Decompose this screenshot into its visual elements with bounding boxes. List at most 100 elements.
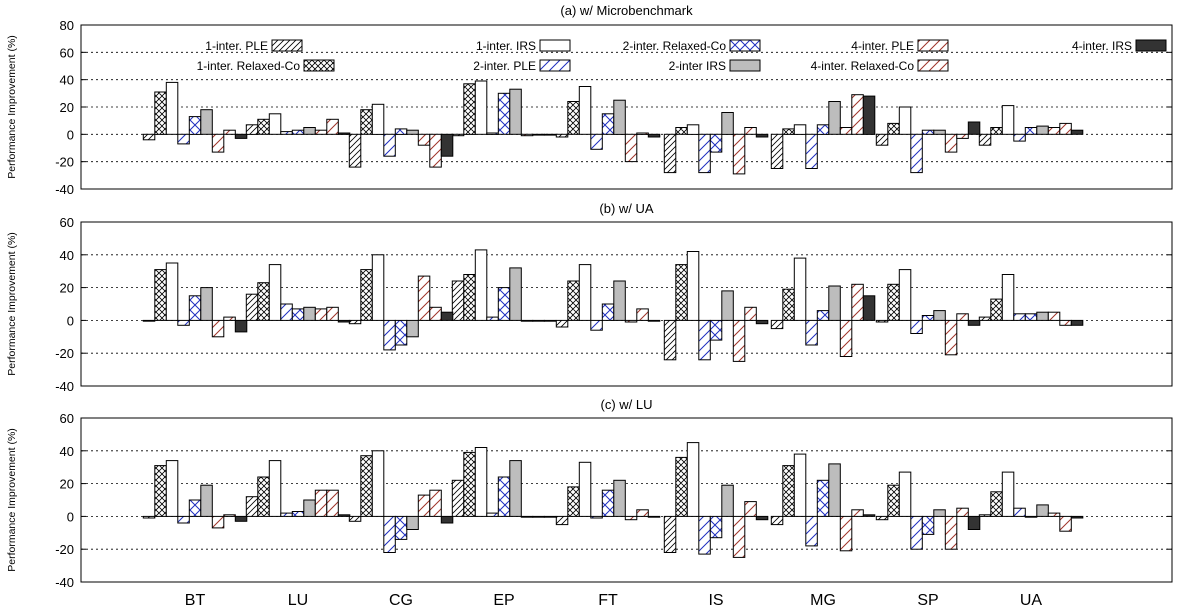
bar-is-series-3 bbox=[686, 442, 700, 517]
y-tick-label: 80 bbox=[60, 18, 74, 33]
bar-mg-series-2 bbox=[782, 465, 795, 517]
bar-bt-series-7 bbox=[211, 515, 225, 529]
bar-lu-series-5 bbox=[291, 129, 305, 135]
bar-ua-series-8 bbox=[1059, 515, 1072, 532]
bar-lu-series-1 bbox=[245, 496, 259, 517]
bar-bt-series-8 bbox=[223, 129, 236, 135]
y-tick-label: 20 bbox=[60, 477, 74, 492]
bar-sp-series-3 bbox=[898, 269, 912, 321]
bar-bt-series-6 bbox=[200, 109, 213, 135]
bar-lu-series-9 bbox=[337, 132, 351, 135]
bar-ep-series-2 bbox=[463, 274, 476, 321]
y-axis-label: Performance Improvement (%) bbox=[6, 428, 18, 572]
bar-mg-series-9 bbox=[862, 295, 876, 321]
bar-ua-series-4 bbox=[1013, 133, 1026, 142]
bar-ep-series-1 bbox=[451, 280, 465, 321]
bar-ep-series-5 bbox=[497, 92, 511, 135]
bar-lu-series-5 bbox=[291, 308, 305, 321]
bar-ep-series-9 bbox=[543, 133, 557, 136]
bar-sp-series-7 bbox=[944, 133, 958, 153]
bar-cg-series-7 bbox=[417, 275, 431, 321]
bar-mg-series-8 bbox=[851, 283, 864, 321]
bar-lu-series-8 bbox=[326, 118, 339, 135]
bar-ep-series-5 bbox=[497, 287, 511, 321]
bar-ft-series-4 bbox=[590, 515, 603, 519]
bar-lu-series-7 bbox=[314, 308, 328, 321]
legend-item: 4-inter. PLE bbox=[851, 39, 949, 53]
legend-swatch bbox=[917, 39, 949, 52]
bar-lu-series-2 bbox=[257, 282, 270, 321]
legend-label: 1-inter. IRS bbox=[476, 39, 536, 53]
bar-lu-series-6 bbox=[303, 127, 316, 135]
bar-ft-series-2 bbox=[567, 101, 580, 135]
bar-ep-series-2 bbox=[463, 451, 476, 517]
x-category-label: SP bbox=[917, 592, 938, 608]
y-tick-label: 0 bbox=[67, 313, 74, 328]
x-category-label: UA bbox=[1020, 592, 1043, 608]
legend-swatch bbox=[271, 39, 303, 52]
y-tick-label: 0 bbox=[67, 509, 74, 524]
plot-frame bbox=[80, 24, 1173, 190]
bar-cg-series-4 bbox=[383, 515, 396, 554]
bar-ua-series-6 bbox=[1036, 125, 1049, 135]
bar-is-series-6 bbox=[721, 290, 734, 321]
bar-lu-series-2 bbox=[257, 118, 270, 135]
bar-ft-series-9 bbox=[647, 515, 661, 518]
bar-bt-series-2 bbox=[154, 269, 167, 321]
bar-bt-series-2 bbox=[154, 91, 167, 135]
bar-is-series-6 bbox=[721, 112, 734, 135]
x-category-label: FT bbox=[598, 592, 618, 608]
y-tick-label: 60 bbox=[60, 411, 74, 426]
y-tick-label: 60 bbox=[60, 45, 74, 60]
legend-swatch bbox=[303, 59, 335, 72]
bar-ua-series-8 bbox=[1059, 319, 1072, 326]
bar-sp-series-3 bbox=[898, 471, 912, 517]
bar-bt-series-3 bbox=[165, 81, 179, 135]
bar-cg-series-9 bbox=[440, 311, 454, 321]
bar-sp-series-4 bbox=[910, 133, 923, 174]
bar-ft-series-9 bbox=[647, 133, 661, 138]
bar-ft-series-6 bbox=[613, 99, 626, 135]
y-tick-label: -20 bbox=[55, 155, 74, 170]
bar-ft-series-8 bbox=[636, 132, 649, 135]
bar-is-series-3 bbox=[686, 124, 700, 135]
bar-ua-series-2 bbox=[990, 491, 1003, 517]
legend-label: 1-inter. Relaxed-Co bbox=[197, 59, 301, 73]
bar-lu-series-2 bbox=[257, 476, 270, 517]
bar-mg-series-6 bbox=[828, 285, 841, 321]
x-category-label: EP bbox=[493, 592, 514, 608]
bar-mg-series-3 bbox=[793, 453, 807, 517]
bar-is-series-1 bbox=[663, 515, 677, 554]
bar-cg-series-6 bbox=[406, 129, 419, 135]
bar-ft-series-5 bbox=[601, 489, 615, 517]
bar-ua-series-3 bbox=[1001, 105, 1015, 135]
bar-cg-series-1 bbox=[348, 515, 362, 522]
bar-ua-series-2 bbox=[990, 298, 1003, 321]
bar-cg-series-3 bbox=[371, 254, 385, 321]
bar-mg-series-1 bbox=[770, 515, 784, 526]
bar-mg-series-5 bbox=[816, 479, 830, 517]
bar-cg-series-6 bbox=[406, 515, 419, 531]
bar-is-series-1 bbox=[663, 133, 677, 174]
bar-ua-series-1 bbox=[978, 133, 992, 146]
bar-cg-series-8 bbox=[429, 133, 442, 168]
legend-label: 2-inter IRS bbox=[669, 59, 726, 73]
y-tick-label: 20 bbox=[60, 100, 74, 115]
bar-ep-series-2 bbox=[463, 83, 476, 135]
bar-ep-series-7 bbox=[520, 319, 534, 322]
bar-mg-series-3 bbox=[793, 124, 807, 135]
bar-mg-series-5 bbox=[816, 310, 830, 321]
bar-bt-series-8 bbox=[223, 514, 236, 517]
bar-ft-series-1 bbox=[555, 515, 569, 526]
legend-label: 4-inter. Relaxed-Co bbox=[811, 59, 915, 73]
bar-bt-series-5 bbox=[188, 295, 202, 321]
bar-sp-series-7 bbox=[944, 515, 958, 550]
bar-bt-series-3 bbox=[165, 460, 179, 517]
bar-ft-series-1 bbox=[555, 319, 569, 328]
legend-label: 2-inter. Relaxed-Co bbox=[623, 39, 727, 53]
bar-ep-series-4 bbox=[486, 132, 499, 135]
bar-ua-series-5 bbox=[1024, 313, 1038, 321]
bar-lu-series-9 bbox=[337, 319, 351, 323]
bar-cg-series-4 bbox=[383, 319, 396, 351]
bar-mg-series-4 bbox=[805, 515, 818, 547]
